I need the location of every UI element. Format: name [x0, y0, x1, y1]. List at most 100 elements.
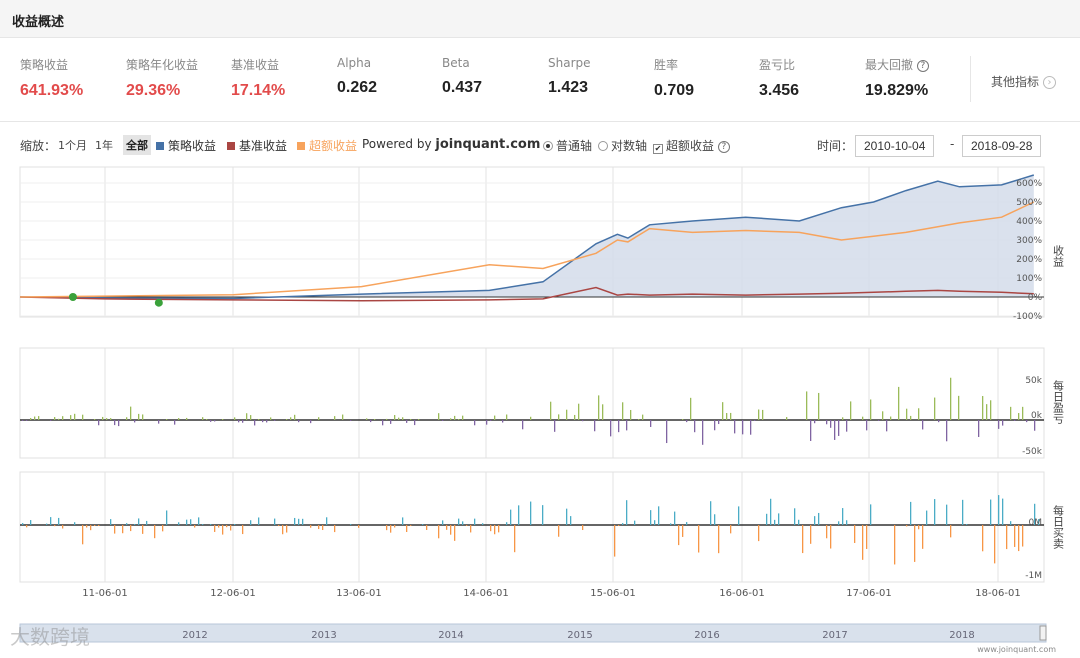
bar	[138, 413, 140, 420]
bar	[690, 397, 692, 420]
y-tick-label: 500%	[1016, 198, 1042, 208]
x-tick-label: 15-06-01	[590, 588, 635, 599]
bar	[910, 501, 912, 525]
zoom-1-year-button[interactable]: 1年	[95, 139, 113, 152]
x-tick-label: 11-06-01	[82, 588, 127, 599]
bar	[502, 420, 504, 423]
powered-by: Powered by joinquant.com	[362, 137, 541, 152]
x-tick-label: 17-06-01	[846, 588, 891, 599]
bar	[906, 525, 908, 527]
bar	[506, 522, 508, 525]
help-icon[interactable]: ?	[717, 140, 730, 153]
bar	[718, 525, 720, 554]
metric-win-rate: 胜率 0.709	[654, 58, 695, 99]
bar	[802, 525, 804, 554]
bar	[854, 525, 856, 543]
help-icon[interactable]: ?	[916, 59, 929, 72]
bar	[298, 518, 300, 525]
bar	[710, 501, 712, 525]
bar	[1022, 525, 1024, 547]
y-axis-label: 每日盈亏	[1052, 379, 1065, 425]
bar	[530, 416, 532, 420]
bar	[830, 420, 832, 428]
y-tick-label: 200%	[1016, 255, 1042, 265]
bar	[758, 525, 760, 542]
zoom-1-month-button[interactable]: 1个月	[58, 139, 87, 152]
bar	[806, 391, 808, 420]
bar	[962, 499, 964, 525]
bar	[250, 415, 252, 420]
checkbox-icon: ✔	[653, 144, 663, 154]
bar	[638, 419, 640, 420]
bar	[990, 499, 992, 525]
bar	[966, 524, 968, 525]
bar	[178, 522, 180, 525]
navigator-track	[19, 623, 1047, 643]
start-date-input[interactable]: 2010-10-04	[855, 135, 935, 157]
bar	[186, 519, 188, 525]
bar	[450, 418, 452, 420]
zoom-all-button[interactable]: 全部	[123, 135, 151, 155]
bar	[22, 523, 24, 525]
bar	[358, 525, 360, 528]
legend-excess[interactable]: 超额收益	[297, 137, 357, 154]
other-metrics-button[interactable]: 其他指标 ›	[970, 56, 1080, 102]
bar	[1010, 521, 1012, 525]
end-date-input[interactable]: 2018-09-28	[962, 135, 1042, 157]
excess-return-checkbox[interactable]: ✔ 超额收益 ?	[653, 137, 730, 154]
y-tick-label: 300%	[1016, 236, 1042, 246]
bar	[758, 409, 760, 420]
bar	[778, 513, 780, 525]
bar	[490, 525, 492, 532]
bar	[222, 419, 224, 420]
bar	[130, 525, 132, 532]
bar	[794, 508, 796, 525]
bar	[258, 517, 260, 525]
time-label: 时间：	[817, 139, 854, 153]
bar	[70, 415, 72, 420]
bar	[450, 525, 452, 535]
strategy-area	[20, 175, 1034, 299]
bar	[670, 523, 672, 525]
legend-benchmark[interactable]: 基准收益	[227, 137, 287, 154]
bar	[554, 420, 556, 432]
bar	[110, 519, 112, 525]
bar	[642, 414, 644, 420]
bar	[142, 525, 144, 534]
bar	[938, 420, 940, 423]
bar	[334, 416, 336, 420]
legend-swatch	[227, 142, 235, 150]
bar	[318, 417, 320, 420]
bar	[1010, 406, 1012, 420]
bar	[34, 416, 36, 420]
bar	[58, 418, 60, 420]
bar	[990, 400, 992, 420]
bar	[174, 420, 176, 425]
bar	[334, 525, 336, 533]
bar	[158, 420, 160, 424]
bar	[302, 518, 304, 525]
bar	[838, 420, 840, 436]
bar	[442, 520, 444, 525]
metrics-bar: 策略收益 641.93% 策略年化收益 29.36% 基准收益 17.14% A…	[0, 38, 1080, 122]
bar	[382, 420, 384, 426]
normal-axis-radio[interactable]: 普通轴	[543, 137, 592, 154]
bar	[762, 409, 764, 420]
navigator-year: 2013	[311, 630, 336, 641]
bar	[810, 420, 812, 441]
bar	[38, 416, 40, 420]
bar	[90, 525, 92, 531]
bar	[894, 525, 896, 565]
bar	[394, 525, 396, 528]
bar	[842, 417, 844, 420]
bar	[834, 420, 836, 440]
legend-strategy[interactable]: 策略收益	[156, 137, 216, 154]
metric-strategy-return: 策略收益 641.93%	[20, 58, 84, 99]
bar	[842, 508, 844, 525]
log-axis-radio[interactable]: 对数轴	[598, 137, 647, 154]
bar	[1014, 420, 1016, 421]
bar	[422, 524, 424, 525]
bar	[1006, 525, 1008, 550]
bar	[878, 420, 880, 421]
